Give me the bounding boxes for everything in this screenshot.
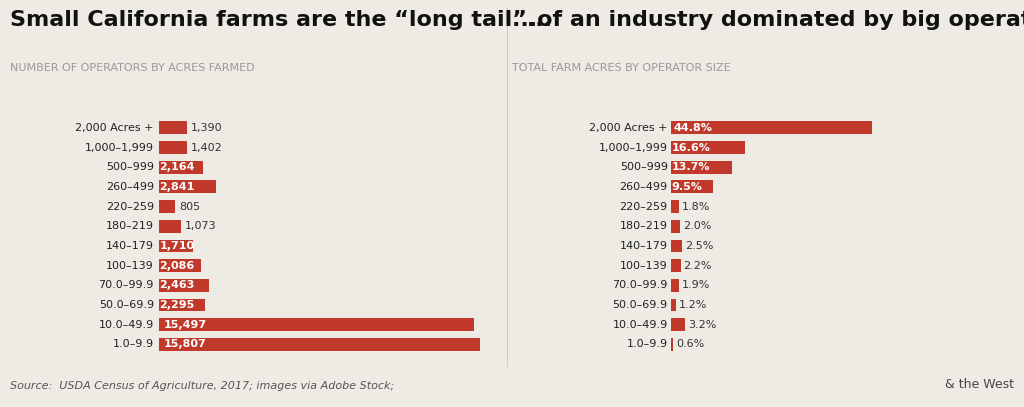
Text: TOTAL FARM ACRES BY OPERATOR SIZE: TOTAL FARM ACRES BY OPERATOR SIZE bbox=[512, 63, 731, 73]
Bar bbox=[159, 180, 216, 193]
Text: 2,164: 2,164 bbox=[160, 162, 195, 172]
Text: 15,807: 15,807 bbox=[164, 339, 206, 349]
Bar bbox=[159, 141, 187, 154]
Bar bbox=[159, 298, 206, 311]
Text: 10.0–49.9: 10.0–49.9 bbox=[98, 319, 154, 330]
Bar bbox=[671, 200, 679, 213]
Bar bbox=[159, 239, 194, 252]
Text: 260–499: 260–499 bbox=[105, 182, 154, 192]
Bar bbox=[159, 200, 175, 213]
Bar bbox=[671, 180, 714, 193]
Bar bbox=[159, 318, 474, 331]
Bar bbox=[671, 318, 685, 331]
Bar bbox=[671, 141, 745, 154]
Text: 140–179: 140–179 bbox=[620, 241, 668, 251]
Text: ...of an industry dominated by big operations: ...of an industry dominated by big opera… bbox=[512, 10, 1024, 30]
Text: 2.0%: 2.0% bbox=[683, 221, 711, 231]
Bar bbox=[159, 338, 480, 351]
Text: 2.5%: 2.5% bbox=[685, 241, 714, 251]
Text: 15,497: 15,497 bbox=[164, 319, 207, 330]
Text: 9.5%: 9.5% bbox=[672, 182, 702, 192]
Text: 500–999: 500–999 bbox=[105, 162, 154, 172]
Text: Source:  USDA Census of Agriculture, 2017; images via Adobe Stock;: Source: USDA Census of Agriculture, 2017… bbox=[10, 381, 394, 391]
Text: 500–999: 500–999 bbox=[620, 162, 668, 172]
Text: 2,295: 2,295 bbox=[160, 300, 195, 310]
Text: 2,000 Acres +: 2,000 Acres + bbox=[589, 123, 668, 133]
Text: 1.9%: 1.9% bbox=[682, 280, 711, 290]
Text: & the West: & the West bbox=[945, 378, 1014, 391]
Text: 2,841: 2,841 bbox=[160, 182, 195, 192]
Text: 1.0–9.9: 1.0–9.9 bbox=[113, 339, 154, 349]
Text: 2,000 Acres +: 2,000 Acres + bbox=[76, 123, 154, 133]
Text: 1,390: 1,390 bbox=[190, 123, 222, 133]
Text: 1.2%: 1.2% bbox=[679, 300, 708, 310]
Text: 50.0–69.9: 50.0–69.9 bbox=[98, 300, 154, 310]
Bar bbox=[671, 338, 674, 351]
Text: 180–219: 180–219 bbox=[105, 221, 154, 231]
Text: 260–499: 260–499 bbox=[620, 182, 668, 192]
Text: 10.0–49.9: 10.0–49.9 bbox=[612, 319, 668, 330]
Text: 0.6%: 0.6% bbox=[677, 339, 705, 349]
Text: 70.0–99.9: 70.0–99.9 bbox=[98, 280, 154, 290]
Text: 1.0–9.9: 1.0–9.9 bbox=[627, 339, 668, 349]
Bar bbox=[671, 298, 676, 311]
Text: 1,000–1,999: 1,000–1,999 bbox=[85, 142, 154, 153]
Text: 2.2%: 2.2% bbox=[684, 260, 712, 271]
Text: 50.0–69.9: 50.0–69.9 bbox=[612, 300, 668, 310]
Text: 805: 805 bbox=[179, 201, 200, 212]
Text: 16.6%: 16.6% bbox=[672, 142, 711, 153]
Text: 13.7%: 13.7% bbox=[672, 162, 710, 172]
Bar bbox=[159, 220, 180, 233]
Bar bbox=[671, 259, 681, 272]
Text: 1,402: 1,402 bbox=[191, 142, 223, 153]
Text: 3.2%: 3.2% bbox=[688, 319, 717, 330]
Bar bbox=[671, 121, 871, 134]
Text: 220–259: 220–259 bbox=[620, 201, 668, 212]
Text: 1.8%: 1.8% bbox=[682, 201, 711, 212]
Bar bbox=[671, 279, 679, 292]
Text: 2,086: 2,086 bbox=[160, 260, 195, 271]
Text: 1,073: 1,073 bbox=[184, 221, 216, 231]
Text: 100–139: 100–139 bbox=[106, 260, 154, 271]
Text: Small California farms are the “long tail”...: Small California farms are the “long tai… bbox=[10, 10, 552, 30]
Text: 220–259: 220–259 bbox=[105, 201, 154, 212]
Text: 100–139: 100–139 bbox=[620, 260, 668, 271]
Bar bbox=[671, 239, 682, 252]
Text: 2,463: 2,463 bbox=[160, 280, 195, 290]
Bar bbox=[159, 161, 203, 174]
Text: NUMBER OF OPERATORS BY ACRES FARMED: NUMBER OF OPERATORS BY ACRES FARMED bbox=[10, 63, 255, 73]
Text: 180–219: 180–219 bbox=[620, 221, 668, 231]
Text: 70.0–99.9: 70.0–99.9 bbox=[612, 280, 668, 290]
Text: 44.8%: 44.8% bbox=[674, 123, 713, 133]
Text: 1,710: 1,710 bbox=[160, 241, 195, 251]
Text: 140–179: 140–179 bbox=[105, 241, 154, 251]
Text: 1,000–1,999: 1,000–1,999 bbox=[599, 142, 668, 153]
Bar bbox=[671, 220, 680, 233]
Bar bbox=[159, 121, 187, 134]
Bar bbox=[671, 161, 732, 174]
Bar bbox=[159, 279, 209, 292]
Bar bbox=[159, 259, 201, 272]
